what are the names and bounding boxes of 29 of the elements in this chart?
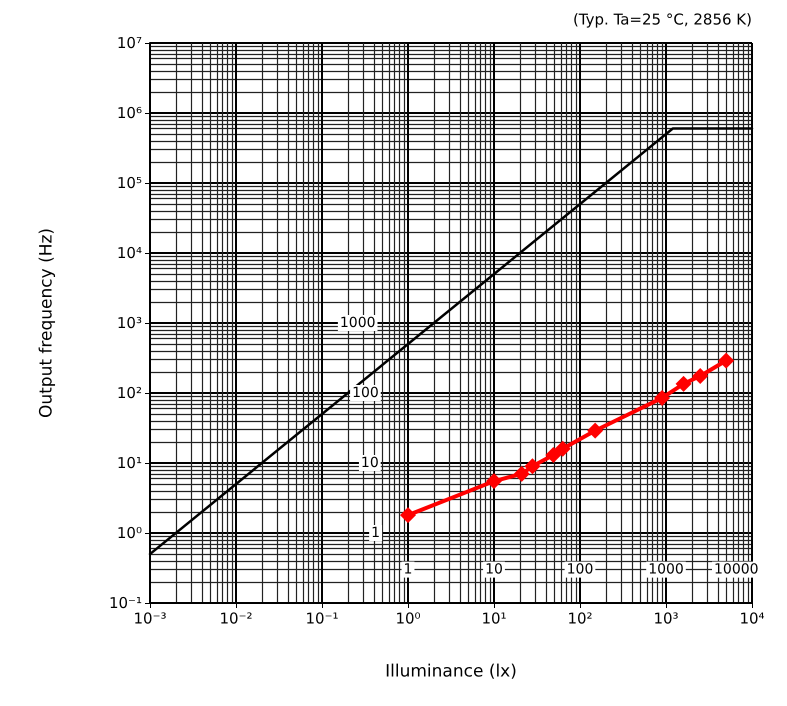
x-tick-label: 10²	[567, 610, 593, 628]
y-tick-label: 10⁶	[116, 104, 142, 122]
x-tick-label: 10⁻¹	[305, 610, 339, 628]
x-tick-label: 10³	[653, 610, 679, 628]
annotation: 1000	[648, 562, 684, 578]
annotation: 1	[404, 562, 412, 578]
annotation: 100	[566, 562, 594, 578]
y-axis-title: Output frequency (Hz)	[36, 228, 56, 418]
annotation: 100	[352, 385, 379, 401]
x-tick-label: 10⁻³	[133, 610, 167, 628]
annotation: 10	[485, 562, 503, 578]
annotation: 1	[371, 525, 380, 541]
annotation: 10000	[714, 562, 759, 578]
annotation: 10	[360, 455, 379, 471]
y-tick-label: 10¹	[116, 454, 142, 472]
x-tick-label: 10¹	[481, 610, 507, 628]
y-tick-label: 10⁻¹	[108, 594, 142, 612]
y-tick-label: 10²	[116, 384, 142, 402]
annotation: 1000	[340, 315, 376, 331]
text: (Typ. Ta=25 °C, 2856 K)	[572, 10, 752, 28]
y-tick-label: 10⁰	[116, 524, 142, 542]
x-axis-title: Illuminance (lx)	[385, 662, 517, 682]
x-tick-label: 10⁻²	[219, 610, 253, 628]
y-tick-label: 10⁵	[116, 174, 142, 192]
y-tick-label: 10⁴	[116, 244, 142, 262]
y-tick-label: 10³	[116, 314, 142, 332]
x-tick-label: 10⁰	[395, 610, 421, 628]
x-tick-label: 10⁴	[739, 610, 765, 628]
y-tick-label: 10⁷	[116, 34, 142, 52]
